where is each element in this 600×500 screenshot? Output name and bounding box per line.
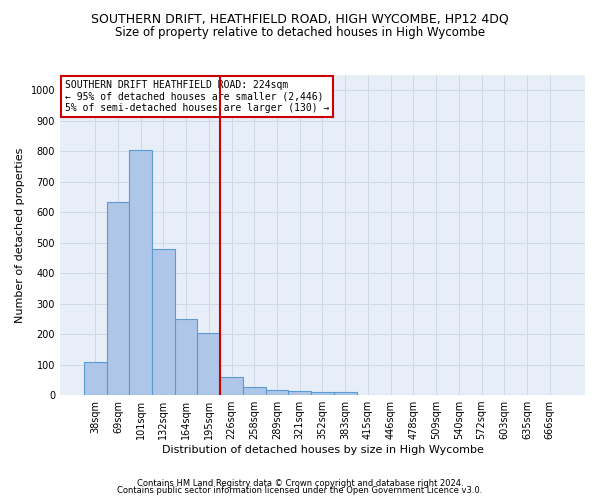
Text: Size of property relative to detached houses in High Wycombe: Size of property relative to detached ho… xyxy=(115,26,485,39)
Bar xyxy=(220,377,243,395)
Bar xyxy=(266,390,289,395)
Bar xyxy=(311,392,334,395)
Bar xyxy=(84,362,107,395)
Bar xyxy=(289,392,311,395)
Bar xyxy=(152,249,175,395)
Bar xyxy=(197,332,220,395)
Text: Contains public sector information licensed under the Open Government Licence v3: Contains public sector information licen… xyxy=(118,486,482,495)
X-axis label: Distribution of detached houses by size in High Wycombe: Distribution of detached houses by size … xyxy=(161,445,484,455)
Bar xyxy=(129,150,152,395)
Y-axis label: Number of detached properties: Number of detached properties xyxy=(15,148,25,322)
Bar xyxy=(334,392,356,395)
Text: Contains HM Land Registry data © Crown copyright and database right 2024.: Contains HM Land Registry data © Crown c… xyxy=(137,478,463,488)
Text: SOUTHERN DRIFT, HEATHFIELD ROAD, HIGH WYCOMBE, HP12 4DQ: SOUTHERN DRIFT, HEATHFIELD ROAD, HIGH WY… xyxy=(91,12,509,26)
Bar xyxy=(175,319,197,395)
Bar xyxy=(107,202,129,395)
Bar xyxy=(243,386,266,395)
Text: SOUTHERN DRIFT HEATHFIELD ROAD: 224sqm
← 95% of detached houses are smaller (2,4: SOUTHERN DRIFT HEATHFIELD ROAD: 224sqm ←… xyxy=(65,80,329,113)
